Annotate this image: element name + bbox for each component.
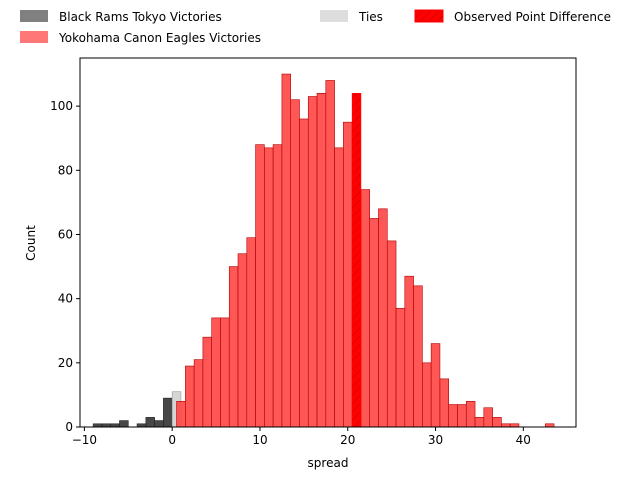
bar-yokohama-canon-eagles-victories-17 bbox=[325, 80, 335, 428]
bar-yokohama-canon-eagles-victories-1 bbox=[185, 365, 195, 428]
y-tick-label-5: 100 bbox=[50, 99, 73, 113]
bar-black-rams-tokyo-victories-3 bbox=[119, 420, 129, 428]
legend-label-3: Observed Point Difference bbox=[454, 10, 611, 24]
legend-label-0: Black Rams Tokyo Victories bbox=[59, 10, 222, 24]
y-tick-label-2: 40 bbox=[58, 292, 73, 306]
bar-yokohama-canon-eagles-victories-32 bbox=[465, 401, 476, 428]
bar-yokohama-canon-eagles-victories-28 bbox=[430, 343, 441, 428]
y-tick-label-1: 20 bbox=[58, 356, 73, 370]
y-tick-label-0: 0 bbox=[65, 420, 73, 434]
bar-yokohama-canon-eagles-victories-15 bbox=[307, 96, 318, 428]
bar-yokohama-canon-eagles-victories-16 bbox=[316, 93, 327, 428]
bar-yokohama-canon-eagles-victories-2 bbox=[193, 359, 204, 428]
y-axis-label: Count bbox=[24, 225, 38, 261]
bar-yokohama-canon-eagles-victories-13 bbox=[290, 99, 300, 428]
legend-swatch-3 bbox=[414, 9, 444, 23]
y-tick-label-3: 60 bbox=[58, 227, 73, 241]
bar-yokohama-canon-eagles-victories-35 bbox=[492, 417, 502, 428]
bar-black-rams-tokyo-victories-5 bbox=[145, 417, 155, 428]
bar-yokohama-canon-eagles-victories-24 bbox=[395, 307, 406, 428]
bar-yokohama-canon-eagles-victories-29 bbox=[439, 378, 450, 428]
bar-yokohama-canon-eagles-victories-21 bbox=[369, 218, 379, 428]
bar-yokohama-canon-eagles-victories-27 bbox=[422, 362, 432, 428]
x-tick-label-3: 20 bbox=[340, 433, 355, 447]
bar-black-rams-tokyo-victories-6 bbox=[154, 420, 164, 428]
bar-yokohama-canon-eagles-victories-5 bbox=[220, 317, 230, 428]
bar-yokohama-canon-eagles-victories-11 bbox=[272, 144, 283, 428]
legend: Black Rams Tokyo Victories Yokohama Canon… bbox=[20, 9, 611, 45]
plot-frame bbox=[79, 57, 577, 428]
bar-yokohama-canon-eagles-victories-25 bbox=[404, 275, 414, 428]
bar-yokohama-canon-eagles-victories-18 bbox=[334, 147, 344, 428]
y-tick-label-4: 80 bbox=[58, 163, 73, 177]
bar-yokohama-canon-eagles-victories-3 bbox=[202, 336, 212, 428]
bar-yokohama-canon-eagles-victories-12 bbox=[281, 73, 291, 428]
bar-yokohama-canon-eagles-victories-8 bbox=[246, 237, 256, 428]
legend-swatch-1 bbox=[20, 31, 48, 43]
bar-yokohama-canon-eagles-victories-19 bbox=[343, 121, 353, 428]
bar-yokohama-canon-eagles-victories-10 bbox=[264, 147, 274, 428]
bar-yokohama-canon-eagles-victories-6 bbox=[228, 266, 239, 428]
bar-black-rams-tokyo-victories-7 bbox=[163, 397, 173, 428]
bar-observed-point-difference-0 bbox=[351, 93, 362, 428]
bar-yokohama-canon-eagles-victories-33 bbox=[474, 417, 485, 428]
x-tick-label-1: 0 bbox=[168, 433, 176, 447]
bar-yokohama-canon-eagles-victories-0 bbox=[176, 401, 186, 428]
legend-label-1: Yokohama Canon Eagles Victories bbox=[58, 31, 261, 45]
bar-yokohama-canon-eagles-victories-30 bbox=[448, 404, 458, 428]
x-tick-label-5: 40 bbox=[516, 433, 531, 447]
bar-yokohama-canon-eagles-victories-23 bbox=[386, 240, 397, 428]
legend-swatch-0 bbox=[20, 10, 48, 22]
bar-yokohama-canon-eagles-victories-14 bbox=[299, 118, 309, 428]
bar-yokohama-canon-eagles-victories-34 bbox=[483, 407, 493, 428]
legend-swatch-2 bbox=[320, 10, 348, 22]
x-tick-label-0: −10 bbox=[72, 433, 97, 447]
x-tick-label-2: 10 bbox=[252, 433, 267, 447]
bar-yokohama-canon-eagles-victories-9 bbox=[255, 144, 265, 428]
bar-yokohama-canon-eagles-victories-4 bbox=[211, 317, 221, 428]
bar-yokohama-canon-eagles-victories-7 bbox=[237, 253, 248, 428]
bar-yokohama-canon-eagles-victories-20 bbox=[360, 189, 371, 428]
x-tick-label-4: 30 bbox=[428, 433, 443, 447]
bar-yokohama-canon-eagles-victories-31 bbox=[457, 404, 467, 428]
x-axis-label: spread bbox=[308, 456, 349, 470]
bars-layer bbox=[92, 73, 555, 428]
legend-label-2: Ties bbox=[358, 10, 383, 24]
bar-yokohama-canon-eagles-victories-26 bbox=[413, 285, 423, 428]
bar-yokohama-canon-eagles-victories-22 bbox=[378, 208, 388, 428]
